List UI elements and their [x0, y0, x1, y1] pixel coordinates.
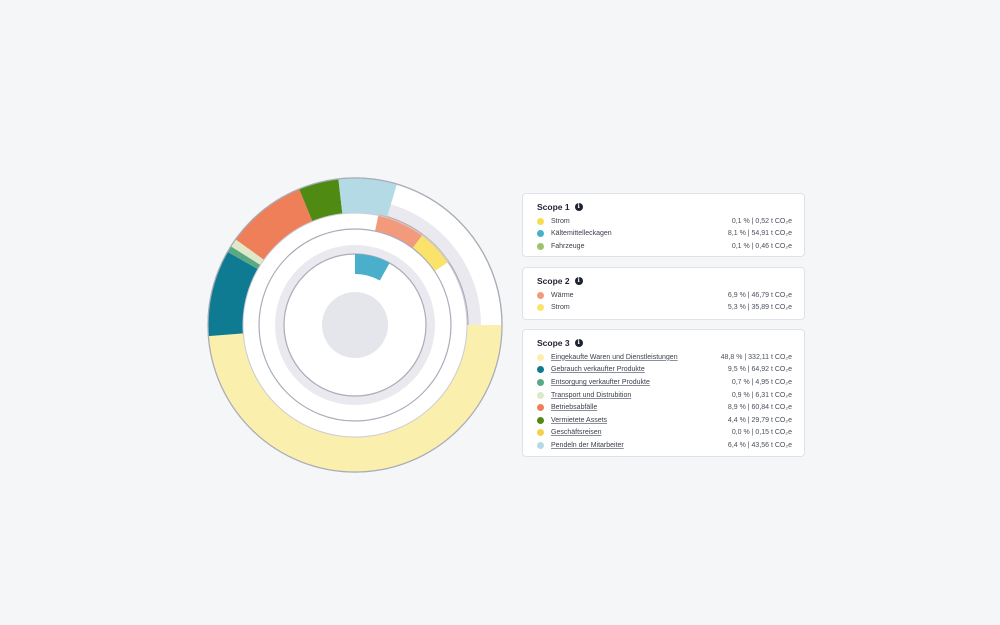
- legend-label: Strom: [551, 217, 570, 225]
- middle-ring-inner-edge: [258, 228, 452, 422]
- legend-value: 48,8 % | 332,11 t CO₂e: [720, 353, 792, 361]
- legend-value: 0,7 % | 4,95 t CO₂e: [731, 378, 792, 386]
- legend-value: 9,5 % | 64,92 t CO₂e: [727, 366, 792, 374]
- legend-label: Wärme: [551, 291, 574, 299]
- legend-value: 0,9 % | 6,31 t CO₂e: [731, 391, 792, 399]
- legend-value: 4,4 % | 29,79 t CO₂e: [727, 416, 792, 424]
- legend-link[interactable]: Eingekaufte Waren und Dienstleistungen: [551, 353, 678, 361]
- legend-value: 0,0 % | 0,15 t CO₂e: [731, 429, 792, 437]
- legend-link[interactable]: Entsorgung verkaufter Produkte: [551, 378, 650, 386]
- legend-dot: [537, 304, 544, 312]
- emissions-donut-chart: [207, 177, 503, 473]
- scope1-title: Scope 1: [537, 202, 570, 212]
- scope2-legend-row: Wärme 6,9 % | 46,79 t CO₂e: [537, 289, 792, 302]
- legend-dot: [537, 242, 544, 250]
- legend-dot: [537, 366, 544, 374]
- slice-scope3: [227, 246, 261, 270]
- slice-scope3: [230, 239, 264, 265]
- legend-label: Kältemittelleckagen: [551, 230, 612, 238]
- center-disc: [322, 292, 388, 358]
- scope3-legend-row[interactable]: Pendeln der Mitarbeiter 6,4 % | 43,56 t C…: [537, 439, 792, 452]
- info-icon[interactable]: i: [574, 339, 583, 347]
- slice-scope2: [412, 234, 449, 272]
- legend-link[interactable]: Geschäftsreisen: [551, 429, 602, 437]
- scope2-title: Scope 2: [537, 276, 570, 286]
- legend-label: Strom: [551, 304, 570, 312]
- legend-dot: [537, 441, 544, 449]
- legend-link[interactable]: Vermietete Assets: [551, 416, 608, 424]
- legend-dot: [537, 230, 544, 238]
- legend-value: 6,4 % | 43,56 t CO₂e: [727, 441, 792, 449]
- scope1-legend-row: Kältemittelleckagen 8,1 % | 54,91 t CO₂e: [537, 228, 792, 241]
- slice-scope2: [375, 214, 423, 249]
- slice-scope3: [338, 178, 397, 218]
- legend-label: Fahrzeuge: [551, 242, 585, 250]
- slice-scope3: [235, 189, 313, 260]
- slice-scope1: [355, 254, 390, 281]
- slice-scope3: [208, 325, 502, 473]
- info-icon[interactable]: i: [574, 203, 583, 211]
- legend-value: 8,9 % | 60,84 t CO₂e: [727, 404, 792, 412]
- scope3-legend-row[interactable]: Entsorgung verkaufter Produkte 0,7 % | 4,…: [537, 376, 792, 389]
- legend-dot: [537, 404, 544, 412]
- outer-ring-inner-edge: [242, 212, 468, 438]
- scope3-legend-row[interactable]: Betriebsabfälle 8,9 % | 60,84 t CO₂e: [537, 401, 792, 414]
- legend-dot: [537, 353, 544, 361]
- legend-value: 5,3 % | 35,89 t CO₂e: [727, 304, 792, 312]
- legend-dot: [537, 217, 544, 225]
- legend-value: 8,1 % | 54,91 t CO₂e: [727, 230, 792, 238]
- scope3-panel: Scope 3 i Eingekaufte Waren und Dienstle…: [522, 329, 805, 457]
- legend-value: 0,1 % | 0,46 t CO₂e: [731, 242, 792, 250]
- scope3-legend-row[interactable]: Geschäftsreisen 0,0 % | 0,15 t CO₂e: [537, 427, 792, 440]
- legend-dot: [537, 378, 544, 386]
- scope3-legend-row[interactable]: Gebrauch verkaufter Produkte 9,5 % | 64,9…: [537, 364, 792, 377]
- scope1-panel: Scope 1 i Strom 0,1 % | 0,52 t CO₂e Kältem…: [522, 193, 805, 257]
- legend-link[interactable]: Gebrauch verkaufter Produkte: [551, 366, 645, 374]
- legend-dot: [537, 429, 544, 437]
- scope1-title-row: Scope 1 i: [537, 201, 792, 213]
- scope2-legend-row: Strom 5,3 % | 35,89 t CO₂e: [537, 302, 792, 315]
- legend-dot: [537, 391, 544, 399]
- info-icon[interactable]: i: [574, 277, 583, 285]
- scope3-title: Scope 3: [537, 338, 570, 348]
- scope3-legend-row[interactable]: Vermietete Assets 4,4 % | 29,79 t CO₂e: [537, 414, 792, 427]
- legend-value: 0,1 % | 0,52 t CO₂e: [731, 217, 792, 225]
- scope1-legend-row: Fahrzeuge 0,1 % | 0,46 t CO₂e: [537, 240, 792, 253]
- scope3-legend-row[interactable]: Transport und Distrubition 0,9 % | 6,31 t…: [537, 389, 792, 402]
- legend-value: 6,9 % | 46,79 t CO₂e: [727, 291, 792, 299]
- legend-dot: [537, 291, 544, 299]
- legend-link[interactable]: Pendeln der Mitarbeiter: [551, 441, 624, 449]
- legend-link[interactable]: Transport und Distrubition: [551, 391, 632, 399]
- legend-dot: [537, 416, 544, 424]
- outer-ring-outline: [207, 177, 503, 473]
- slice-scope3: [299, 178, 343, 222]
- legend-link[interactable]: Betriebsabfälle: [551, 404, 598, 412]
- scope3-legend-row[interactable]: Eingekaufte Waren und Dienstleistungen 48…: [537, 351, 792, 364]
- scope2-title-row: Scope 2 i: [537, 275, 792, 287]
- slice-scope3: [208, 251, 258, 337]
- scope3-title-row: Scope 3 i: [537, 337, 792, 349]
- scope1-legend-row: Strom 0,1 % | 0,52 t CO₂e: [537, 215, 792, 228]
- scope2-panel: Scope 2 i Wärme 6,9 % | 46,79 t CO₂e Strom…: [522, 267, 805, 320]
